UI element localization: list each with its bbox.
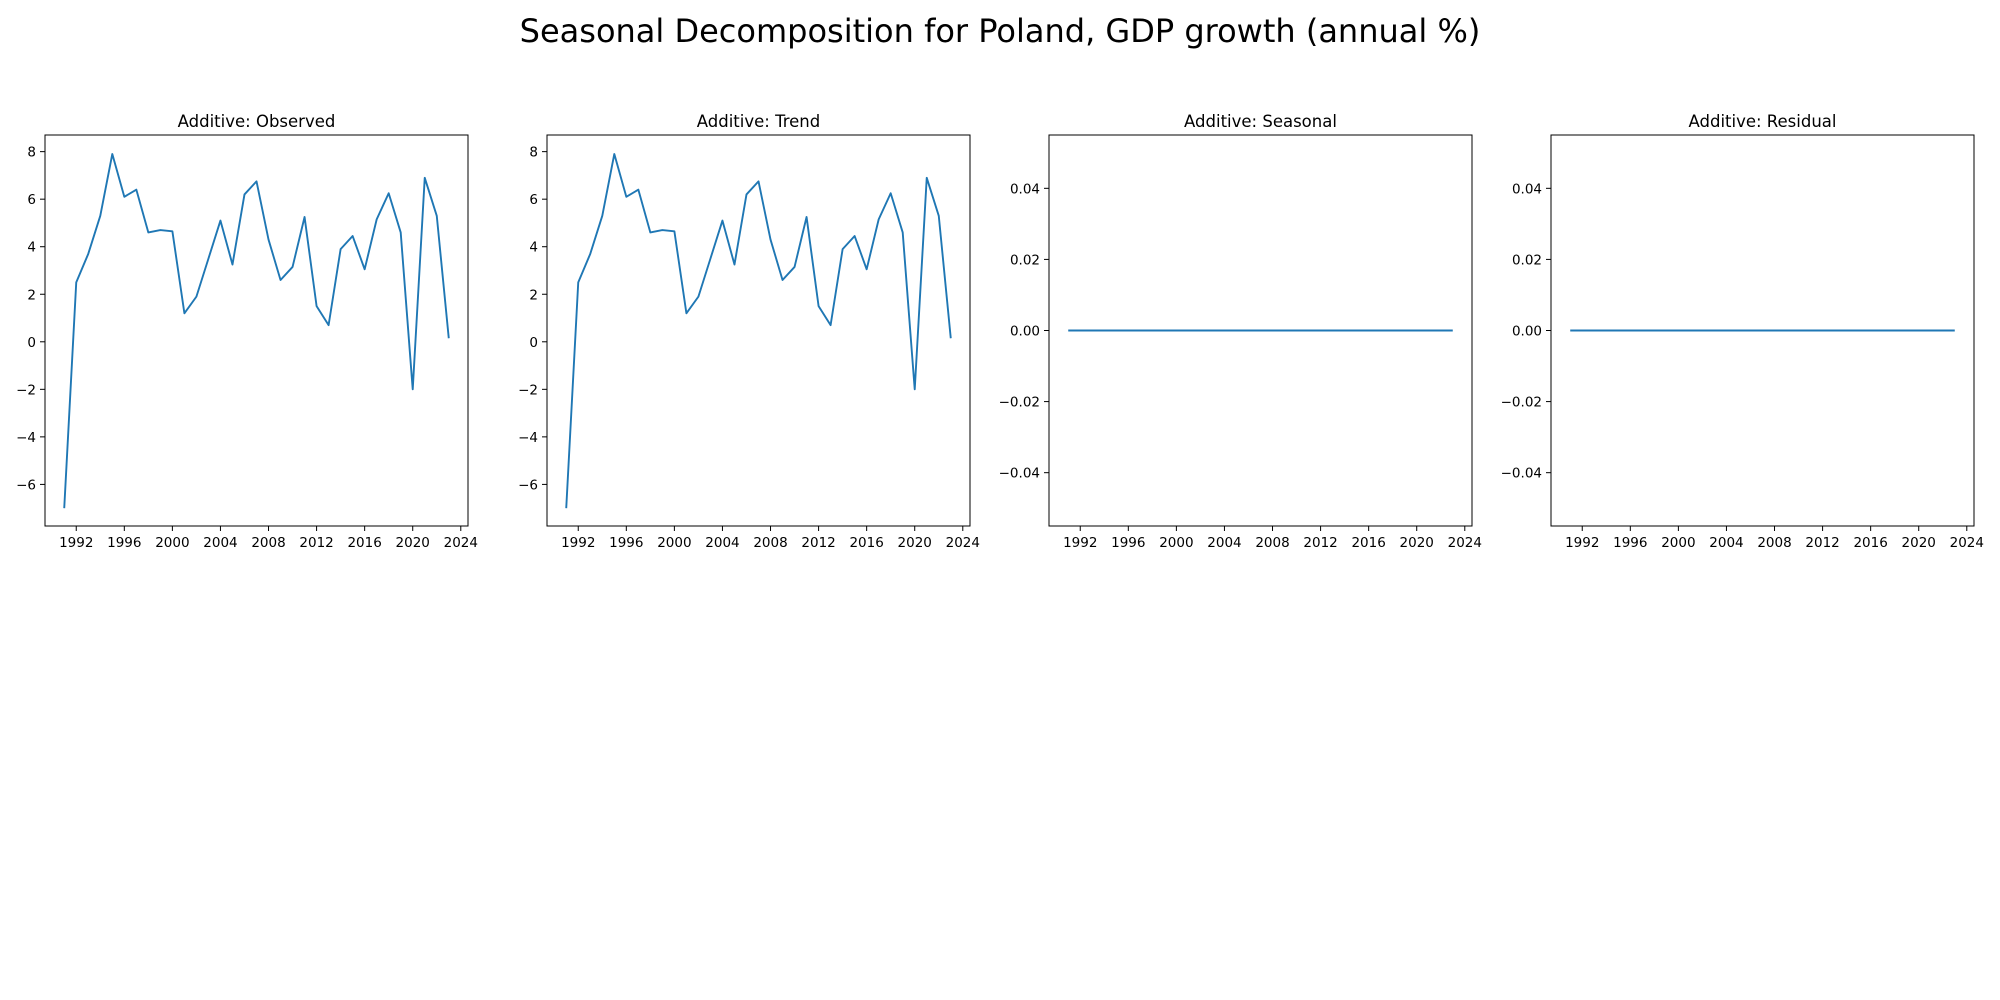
y-tick-label: −0.02 xyxy=(1501,395,1542,411)
x-tick-label: 2016 xyxy=(347,535,381,551)
x-tick-label: 2008 xyxy=(1255,535,1289,551)
x-tick-label: 1996 xyxy=(1613,535,1647,551)
x-tick-label: 2020 xyxy=(1400,535,1434,551)
y-tick-label: 0.02 xyxy=(1010,252,1040,268)
x-tick-label: 2020 xyxy=(898,535,932,551)
x-tick-label: 1992 xyxy=(561,535,595,551)
x-tick-label: 2020 xyxy=(396,535,430,551)
subplot-title: Additive: Seasonal xyxy=(1184,112,1337,131)
subplot-3: Additive: Seasonal 1992 1996 2000 2004 2008 20… xyxy=(999,112,1482,551)
x-tick-label: 2024 xyxy=(1950,535,1984,551)
y-tick-label: 8 xyxy=(27,145,36,161)
subplot-4: Additive: Residual 1992 1996 2000 2004 2008 20… xyxy=(1501,112,1984,551)
y-tick-label: −6 xyxy=(518,477,538,493)
y-tick-label: −0.04 xyxy=(1501,466,1542,482)
y-tick-label: 6 xyxy=(529,192,538,208)
x-tick-label: 2000 xyxy=(657,535,691,551)
x-tick-label: 2008 xyxy=(753,535,787,551)
x-tick-label: 2004 xyxy=(203,535,237,551)
y-tick-label: −0.02 xyxy=(999,395,1040,411)
y-tick-label: 0.04 xyxy=(1010,181,1040,197)
x-tick-label: 2016 xyxy=(1853,535,1887,551)
x-tick-label: 2000 xyxy=(1661,535,1695,551)
x-tick-label: 2008 xyxy=(251,535,285,551)
x-tick-label: 2012 xyxy=(1303,535,1337,551)
x-tick-label: 2016 xyxy=(1351,535,1385,551)
y-tick-label: −2 xyxy=(518,382,538,398)
subplot-title: Additive: Residual xyxy=(1689,112,1837,131)
y-tick-label: 4 xyxy=(27,240,36,256)
axes-frame xyxy=(44,134,469,527)
x-tick-label: 2024 xyxy=(946,535,980,551)
x-tick-label: 2008 xyxy=(1757,535,1791,551)
y-tick-label: −6 xyxy=(16,477,36,493)
y-tick-label: 8 xyxy=(529,145,538,161)
x-tick-label: 2004 xyxy=(1207,535,1241,551)
x-tick-label: 2012 xyxy=(299,535,333,551)
y-tick-label: 0.00 xyxy=(1512,324,1542,340)
x-tick-label: 2000 xyxy=(1159,535,1193,551)
series-line xyxy=(63,153,450,509)
subplot-title: Additive: Observed xyxy=(178,112,336,131)
x-tick-label: 1996 xyxy=(1111,535,1145,551)
y-tick-label: −0.04 xyxy=(999,466,1040,482)
x-tick-label: 1996 xyxy=(107,535,141,551)
x-tick-label: 2004 xyxy=(1709,535,1743,551)
x-tick-label: 2020 xyxy=(1902,535,1936,551)
subplot-title: Additive: Trend xyxy=(697,112,820,131)
y-tick-label: 2 xyxy=(529,287,538,303)
x-tick-label: 2024 xyxy=(1448,535,1482,551)
x-tick-label: 1996 xyxy=(609,535,643,551)
y-tick-label: 0.02 xyxy=(1512,252,1542,268)
axes-frame xyxy=(546,134,971,527)
x-tick-label: 2004 xyxy=(705,535,739,551)
x-tick-label: 1992 xyxy=(1063,535,1097,551)
x-tick-label: 2000 xyxy=(155,535,189,551)
subplot-2: Additive: Trend 1992 1996 2000 2004 2008 2012 2… xyxy=(518,112,980,551)
y-tick-label: −4 xyxy=(518,430,538,446)
y-tick-label: 4 xyxy=(529,240,538,256)
x-tick-label: 1992 xyxy=(1565,535,1599,551)
y-tick-label: 6 xyxy=(27,192,36,208)
x-tick-label: 2016 xyxy=(849,535,883,551)
x-tick-label: 2012 xyxy=(1805,535,1839,551)
y-tick-label: 0.00 xyxy=(1010,324,1040,340)
y-tick-label: −2 xyxy=(16,382,36,398)
y-tick-label: −4 xyxy=(16,430,36,446)
x-tick-label: 1992 xyxy=(59,535,93,551)
y-tick-label: 0 xyxy=(529,335,538,351)
y-tick-label: 0.04 xyxy=(1512,181,1542,197)
figure-title: Seasonal Decomposition for Poland, GDP g… xyxy=(519,12,1481,50)
series-line xyxy=(565,153,952,509)
y-tick-label: 0 xyxy=(27,335,36,351)
x-tick-label: 2012 xyxy=(801,535,835,551)
y-tick-label: 2 xyxy=(27,287,36,303)
x-tick-label: 2024 xyxy=(444,535,478,551)
